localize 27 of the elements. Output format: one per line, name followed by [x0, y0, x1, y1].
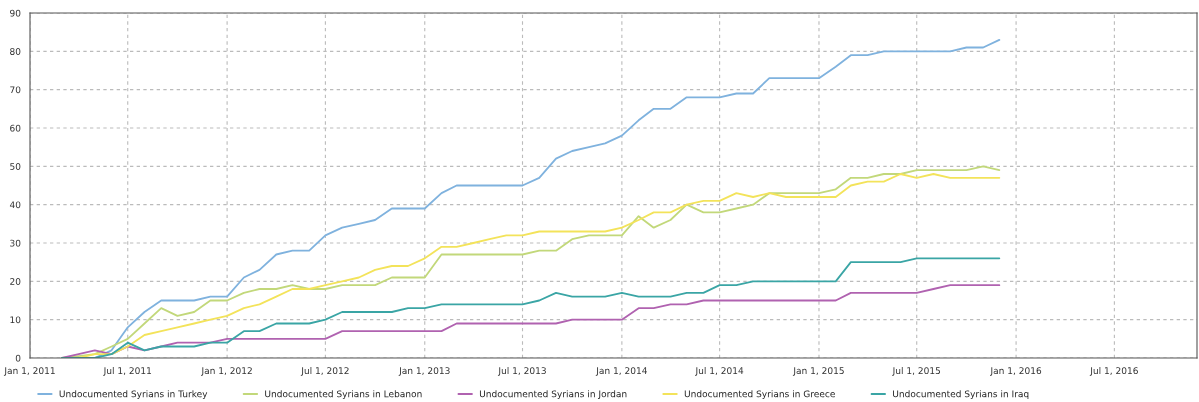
y-tick-label: 80 — [10, 48, 21, 55]
x-tick-label: Jan 1, 2013 — [398, 367, 450, 376]
x-tick-label: Jul 1, 2014 — [695, 367, 744, 376]
y-tick-label: 30 — [10, 239, 21, 247]
x-tick-label: Jan 1, 2012 — [201, 367, 252, 376]
legend-label: Undocumented Syrians in Jordan — [479, 390, 627, 400]
y-tick-label: 0 — [15, 354, 21, 362]
legend-label: Undocumented Syrians in Greece — [684, 390, 835, 400]
y-tick-label: 50 — [10, 163, 21, 170]
legend-label: Undocumented Syrians in Turkey — [59, 390, 208, 400]
y-tick-label: 90 — [10, 9, 21, 17]
x-tick-label: Jul 1, 2013 — [497, 367, 546, 376]
legend-label: Undocumented Syrians in Lebanon — [265, 390, 422, 400]
x-tick-label: Jul 1, 2016 — [1089, 367, 1138, 376]
x-tick-label: Jul 1, 2012 — [300, 367, 349, 376]
y-tick-label: 70 — [10, 86, 21, 94]
x-tick-label: Jul 1, 2015 — [892, 367, 941, 376]
y-tick-label: 20 — [10, 278, 21, 285]
x-tick-label: Jan 1, 2015 — [792, 367, 844, 376]
x-tick-label: Jan 1, 2016 — [990, 367, 1042, 376]
legend-label: Undocumented Syrians in Iraq — [893, 390, 1029, 400]
x-tick-label: Jan 1, 2014 — [595, 367, 647, 376]
y-tick-label: 40 — [9, 201, 21, 209]
y-tick-label: 10 — [10, 316, 21, 324]
y-tick-label: 60 — [10, 124, 21, 132]
x-tick-label: Jul 1, 2011 — [103, 367, 152, 376]
x-tick-label: Jan 1, 2011 — [3, 367, 55, 376]
